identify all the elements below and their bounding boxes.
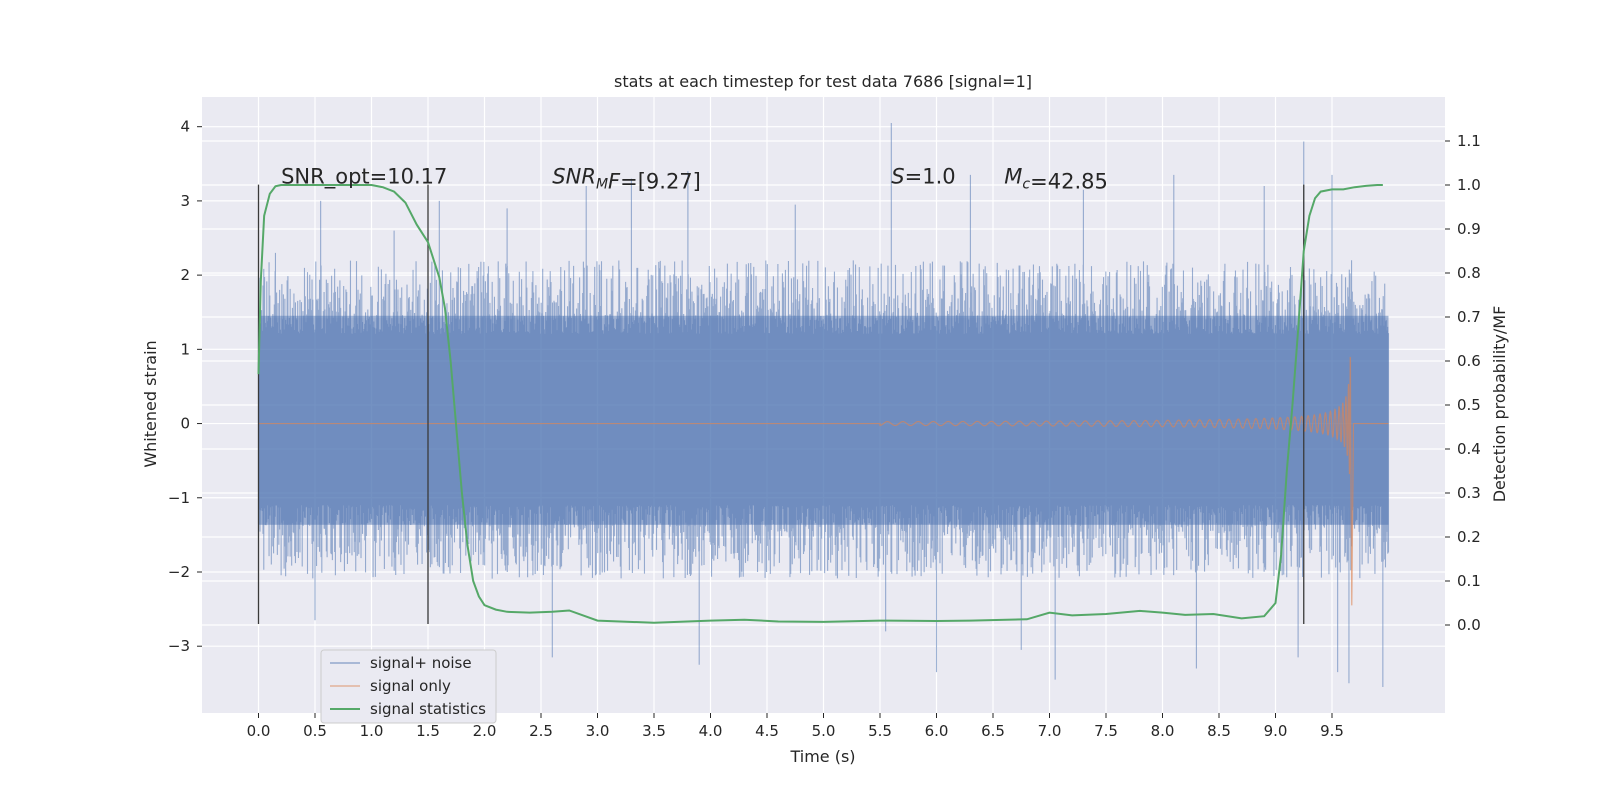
y-tick-label: 2 [180,266,190,284]
x-tick-label: 3.5 [642,722,666,740]
x-tick-label: 0.5 [303,722,327,740]
y-axis-left: −3 −2 −1 0 1 2 3 4 [168,118,202,655]
y-tick-label: 0 [180,415,190,433]
signal-only-series [258,356,1389,606]
statistics-line [257,184,1383,624]
annotation-part: =[9.27] [620,170,701,194]
annotation-part: F [608,170,621,194]
x-tick-label: 0.0 [247,722,271,740]
x-tick-label: 3.0 [586,722,610,740]
annotation-part: SNR_opt=10.17 [281,165,447,190]
x-tick-label: 7.5 [1094,722,1118,740]
x-axis: 0.0 0.5 1.0 1.5 2.0 2.5 3.0 3.5 4.0 4.5 5.0 5.5 6.0 6… [247,713,1344,740]
y-tick-label: 3 [180,192,190,210]
annotations: SNR_opt=10.17 SNRMF=[9.27] S=1.0 Mc=42.85 [281,165,1108,194]
y2-axis-title: Detection probability/MF [1490,306,1509,503]
annotation-part: =42.85 [1030,170,1108,194]
legend-label-stats: signal statistics [370,700,486,718]
annotation-part: M [1004,165,1022,189]
y-tick-label: −2 [168,563,190,581]
annotation-s-value: S=1.0 [891,165,955,189]
legend: signal+ noise signal only signal statist… [320,649,497,724]
y2-tick-label: 0.4 [1457,440,1481,458]
x-tick-label: 6.0 [925,722,949,740]
annotation-part: S [891,165,904,189]
x-tick-label: 4.5 [755,722,779,740]
signal-trace [258,356,1389,606]
y-tick-label: −3 [168,637,190,655]
y2-tick-label: 0.7 [1457,308,1481,326]
x-tick-label: 6.5 [981,722,1005,740]
x-axis-title: Time (s) [789,747,855,766]
y2-tick-label: 1.1 [1457,132,1481,150]
y2-tick-label: 1.0 [1457,176,1481,194]
annotation-part: M [596,177,608,193]
x-tick-label: 2.5 [529,722,553,740]
y2-tick-label: 0.2 [1457,528,1481,546]
annotation-mc-value: Mc=42.85 [1004,165,1108,194]
legend-label-signal: signal only [370,677,451,695]
legend-frame [320,649,497,724]
y2-tick-label: 0.3 [1457,484,1481,502]
y2-tick-label: 0.5 [1457,396,1481,414]
annotation-snr-mf: SNRMF=[9.27] [552,165,701,194]
y2-tick-label: 0.0 [1457,616,1481,634]
y-axis-title: Whitened strain [141,340,160,467]
x-tick-label: 4.0 [699,722,723,740]
y2-tick-label: 0.6 [1457,352,1481,370]
x-tick-label: 1.5 [416,722,440,740]
y-tick-label: 4 [180,118,190,136]
x-tick-label: 8.0 [1151,722,1175,740]
y2-tick-label: 0.9 [1457,220,1481,238]
x-tick-label: 2.0 [473,722,497,740]
y-tick-label: −1 [168,489,190,507]
x-tick-label: 5.0 [812,722,836,740]
y2-tick-label: 0.1 [1457,572,1481,590]
x-tick-label: 7.0 [1038,722,1062,740]
x-tick-label: 8.5 [1207,722,1231,740]
annotation-part: =1.0 [905,165,956,189]
chart-title: stats at each timestep for test data 768… [614,72,1032,91]
x-tick-label: 1.0 [360,722,384,740]
y2-tick-label: 0.8 [1457,264,1481,282]
x-tick-label: 9.0 [1264,722,1288,740]
x-tick-label: 9.5 [1320,722,1344,740]
y-axis-right: 0.0 0.1 0.2 0.3 0.4 0.5 0.6 0.7 0.8 0.9 1.0 1.1 [1445,132,1481,634]
statistics-series [257,184,1383,624]
x-tick-label: 5.5 [868,722,892,740]
annotation-part: SNR [552,165,596,189]
annotation-part: c [1022,177,1030,193]
annotation-snr-opt: SNR_opt=10.17 [281,165,447,190]
y-tick-label: 1 [180,340,190,358]
legend-label-noise: signal+ noise [370,654,472,672]
